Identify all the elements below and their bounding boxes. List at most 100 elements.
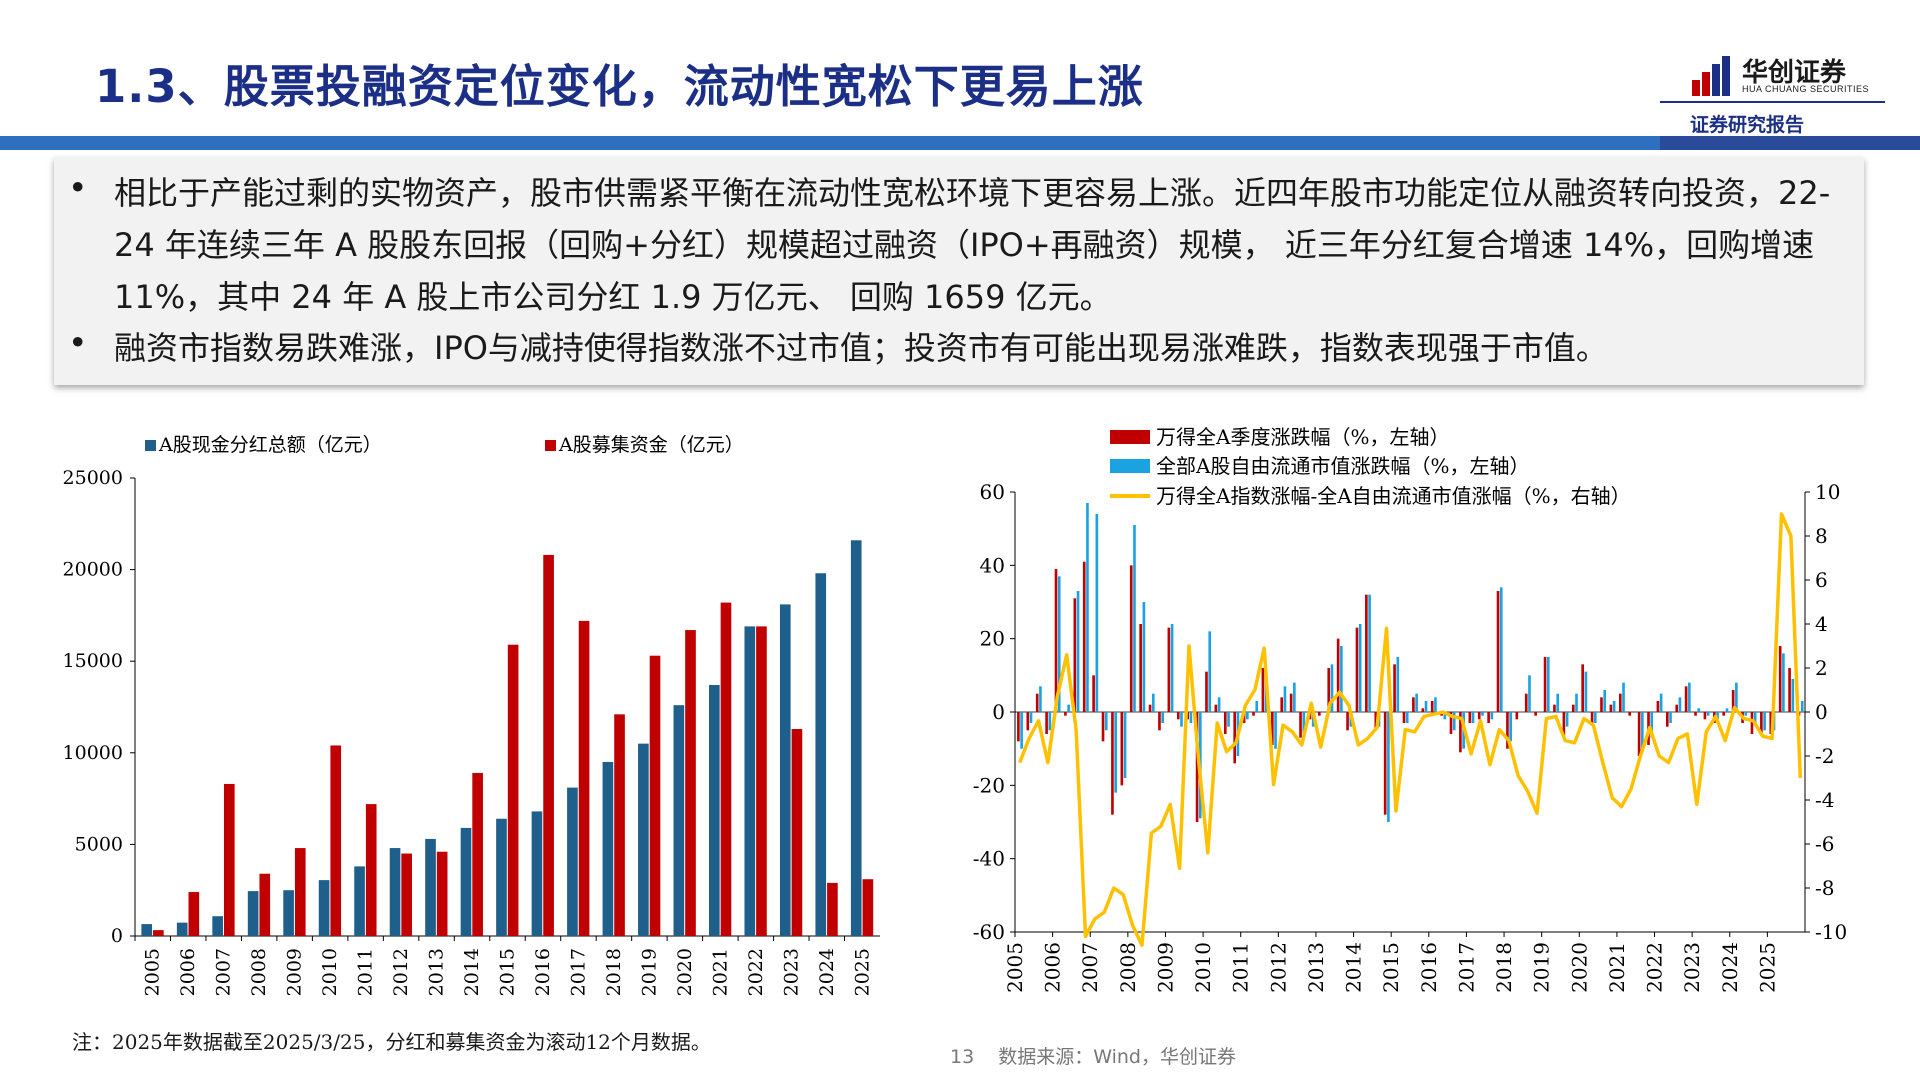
bar-wind-a-return-29 bbox=[1289, 693, 1293, 712]
logo-subtitle: HUA CHUANG SECURITIES bbox=[1742, 84, 1870, 94]
bar-free-float-return-70 bbox=[1678, 697, 1682, 712]
dividend-vs-financing-chart: 0 5000 10000 15000 20000 25000 2005 2006 2007 200… bbox=[63, 434, 880, 996]
right-tick-label: 2 bbox=[1815, 656, 1828, 680]
x-tick-label: 2024 bbox=[1718, 942, 1742, 993]
bar-wind-a-return-14 bbox=[1148, 704, 1152, 712]
x-tick-label: 2022 bbox=[745, 948, 767, 996]
x-tick-label: 2016 bbox=[532, 948, 554, 996]
bar-free-float-return-64 bbox=[1622, 682, 1625, 712]
bar-free-float-return-57 bbox=[1556, 693, 1560, 712]
left-tick-label: -40 bbox=[973, 847, 1005, 871]
bar-free-float-return-45 bbox=[1443, 712, 1447, 720]
bar-wind-a-return-51 bbox=[1496, 591, 1500, 712]
bar-dividend-2008 bbox=[247, 891, 259, 936]
bar-free-float-return-78 bbox=[1753, 712, 1757, 723]
bar-wind-a-return-15 bbox=[1158, 712, 1161, 731]
bar-wind-a-return-70 bbox=[1675, 704, 1679, 712]
bar-wind-a-return-2 bbox=[1035, 693, 1039, 712]
right-tick-label: 6 bbox=[1815, 568, 1828, 592]
bar-free-float-return-48 bbox=[1471, 712, 1475, 723]
right-tick-label: 8 bbox=[1815, 524, 1828, 548]
bar-wind-a-return-27 bbox=[1270, 712, 1274, 745]
bar-wind-a-return-80 bbox=[1769, 712, 1773, 734]
bar-wind-a-return-25 bbox=[1252, 712, 1255, 716]
left-tick-label: 0 bbox=[992, 700, 1005, 724]
bar-free-float-return-81 bbox=[1782, 653, 1785, 712]
bar-wind-a-return-72 bbox=[1694, 712, 1697, 716]
bar-free-float-return-39 bbox=[1387, 712, 1390, 822]
bar-wind-a-return-10 bbox=[1111, 712, 1114, 815]
bar-wind-a-return-8 bbox=[1092, 675, 1095, 712]
bar-free-float-return-82 bbox=[1791, 679, 1795, 712]
bar-free-float-return-1 bbox=[1029, 712, 1033, 723]
bar-free-float-return-17 bbox=[1180, 712, 1183, 727]
bar-wind-a-return-36 bbox=[1355, 627, 1359, 712]
bar-raise-2005 bbox=[153, 930, 164, 936]
report-label: 证券研究报告 bbox=[1690, 114, 1805, 136]
x-tick-label: 2019 bbox=[1530, 942, 1554, 993]
bar-free-float-return-41 bbox=[1405, 712, 1409, 723]
bar-free-float-return-43 bbox=[1424, 701, 1428, 712]
bar-wind-a-return-4 bbox=[1054, 569, 1058, 712]
bar-wind-a-return-12 bbox=[1129, 565, 1133, 712]
bar-free-float-return-22 bbox=[1227, 712, 1230, 727]
legend-swatch bbox=[145, 440, 156, 451]
bar-raise-2010 bbox=[330, 745, 342, 936]
bar-wind-a-return-5 bbox=[1064, 712, 1067, 716]
bar-raise-2017 bbox=[578, 620, 590, 936]
bar-wind-a-return-17 bbox=[1176, 712, 1180, 720]
x-tick-label: 2021 bbox=[709, 948, 731, 996]
bar-free-float-return-11 bbox=[1123, 712, 1127, 778]
x-tick-label: 2025 bbox=[851, 948, 873, 996]
x-tick-label: 2015 bbox=[1379, 942, 1403, 993]
bar-dividend-2022 bbox=[744, 626, 756, 936]
legend-swatch bbox=[1110, 430, 1150, 444]
header-bar-accent bbox=[0, 136, 1660, 150]
data-source: 13 数据来源：Wind，华创证券 bbox=[950, 1042, 1236, 1069]
bar-free-float-return-7 bbox=[1086, 503, 1089, 712]
bar-free-float-return-27 bbox=[1274, 712, 1277, 749]
bullet-text-2: 融资市指数易跌难涨，IPO与减持使得指数涨不过市值；投资市有可能出现易涨难跌，指… bbox=[114, 329, 1608, 367]
summary-box: • 相比于产能过剩的实物资产，股市供需紧平衡在流动性宽松环境下更容易上涨。近四年… bbox=[54, 157, 1864, 385]
bar-wind-a-return-63 bbox=[1609, 704, 1613, 712]
legend-label: A股现金分红总额（亿元） bbox=[158, 434, 382, 456]
bar-raise-2016 bbox=[543, 554, 554, 936]
bar-free-float-return-13 bbox=[1142, 602, 1146, 712]
x-tick-label: 2007 bbox=[213, 948, 235, 996]
bar-free-float-return-2 bbox=[1039, 686, 1042, 712]
bar-free-float-return-73 bbox=[1706, 712, 1710, 716]
x-tick-label: 2022 bbox=[1643, 942, 1667, 993]
bar-raise-2022 bbox=[756, 626, 767, 936]
bar-wind-a-return-35 bbox=[1346, 712, 1349, 731]
bar-raise-2018 bbox=[614, 714, 625, 936]
x-tick-label: 2009 bbox=[1153, 942, 1177, 993]
bar-wind-a-return-50 bbox=[1487, 712, 1490, 723]
x-tick-label: 2012 bbox=[1266, 942, 1290, 993]
bar-wind-a-return-7 bbox=[1082, 561, 1086, 712]
bar-raise-2009 bbox=[294, 848, 306, 936]
x-tick-label: 2023 bbox=[1680, 942, 1704, 993]
legend-label: 万得全A指数涨幅-全A自由流通市值涨幅（%，右轴） bbox=[1156, 484, 1631, 508]
bar-wind-a-return-48 bbox=[1468, 712, 1472, 723]
bar-raise-2025 bbox=[862, 879, 874, 936]
bar-dividend-2023 bbox=[779, 604, 791, 936]
bar-free-float-return-34 bbox=[1340, 646, 1343, 712]
bar-dividend-2021 bbox=[709, 685, 720, 936]
right-tick-label: -8 bbox=[1815, 876, 1834, 900]
bar-wind-a-return-22 bbox=[1223, 712, 1227, 734]
bar-free-float-return-28 bbox=[1283, 686, 1287, 712]
bar-wind-a-return-58 bbox=[1562, 712, 1566, 738]
bar-free-float-return-30 bbox=[1302, 712, 1306, 734]
bar-free-float-return-52 bbox=[1509, 712, 1512, 742]
bar-raise-2015 bbox=[507, 644, 519, 936]
chart-note: 注：2025年数据截至2025/3/25，分红和募集资金为滚动12个月数据。 bbox=[72, 1030, 711, 1054]
bar-free-float-return-51 bbox=[1499, 587, 1503, 712]
bar-raise-2020 bbox=[685, 630, 696, 936]
bar-wind-a-return-71 bbox=[1684, 686, 1688, 712]
bar-dividend-2013 bbox=[425, 838, 436, 936]
bar-free-float-return-40 bbox=[1396, 657, 1400, 712]
bar-wind-a-return-11 bbox=[1120, 712, 1124, 786]
bullet-marker: • bbox=[68, 323, 88, 362]
left-tick-label: -60 bbox=[973, 920, 1005, 944]
